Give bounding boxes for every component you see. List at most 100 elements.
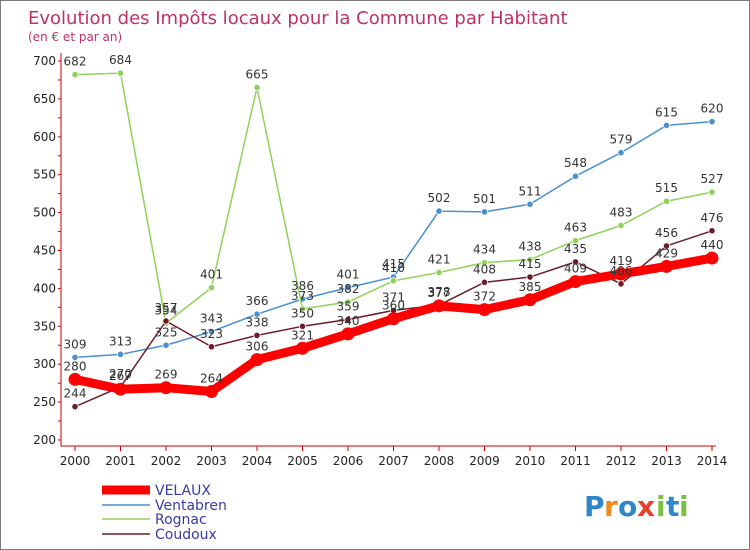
logo-letter: P	[584, 490, 605, 523]
data-label-velaux: 306	[246, 340, 269, 354]
data-label-rognac: 682	[64, 55, 87, 69]
point-coudoux	[162, 317, 170, 325]
logo-letter: t	[666, 490, 679, 523]
logo-letter: i	[656, 490, 666, 523]
point-rognac	[617, 221, 625, 230]
x-tick-label: 2010	[515, 454, 546, 468]
data-label-rognac: 684	[109, 53, 132, 67]
point-velaux	[68, 372, 82, 386]
point-ventabren	[480, 208, 489, 216]
y-tick-label: 250	[33, 395, 56, 409]
series-lines	[68, 69, 719, 411]
data-label-coudoux: 406	[610, 264, 633, 278]
data-label-rognac: 421	[428, 252, 451, 266]
data-label-coudoux: 456	[655, 226, 678, 240]
data-label-ventabren: 620	[701, 102, 724, 116]
x-tick-label: 2004	[242, 454, 273, 468]
legend-label-rognac: Rognac	[155, 512, 207, 528]
logo-letter: x	[637, 490, 655, 523]
data-label-coudoux: 357	[155, 301, 178, 315]
point-rognac	[571, 237, 580, 245]
point-coudoux	[344, 315, 352, 324]
data-label-rognac: 382	[337, 282, 360, 296]
y-tick-label: 500	[33, 206, 56, 220]
logo-letter: r	[604, 490, 618, 523]
x-tick-label: 2008	[424, 454, 455, 468]
data-label-coudoux: 415	[519, 257, 542, 271]
point-ventabren	[162, 341, 170, 349]
data-label-velaux: 267	[109, 369, 132, 383]
data-label-rognac: 515	[655, 181, 678, 195]
data-label-ventabren: 502	[428, 191, 451, 205]
y-tick-label: 300	[33, 357, 56, 371]
point-rognac	[253, 83, 261, 92]
data-label-velaux: 419	[610, 254, 633, 268]
point-rognac	[480, 259, 489, 267]
point-ventabren	[207, 328, 216, 336]
point-coudoux	[298, 322, 307, 330]
point-ventabren	[617, 149, 625, 157]
point-ventabren	[571, 172, 580, 180]
point-coudoux	[480, 278, 489, 286]
point-velaux	[478, 303, 491, 317]
point-rognac	[526, 255, 534, 264]
point-velaux	[569, 275, 582, 289]
point-velaux	[705, 251, 719, 265]
point-velaux	[114, 382, 127, 396]
data-label-ventabren: 415	[382, 257, 405, 271]
data-label-coudoux: 435	[564, 242, 587, 256]
y-tick-label: 200	[33, 433, 56, 447]
point-rognac	[708, 188, 716, 196]
data-label-coudoux: 323	[200, 327, 223, 341]
data-label-rognac: 434	[473, 243, 496, 257]
data-label-rognac: 401	[200, 268, 223, 282]
data-label-rognac: 438	[519, 240, 542, 254]
data-label-ventabren: 313	[109, 334, 132, 348]
data-label-ventabren: 325	[155, 325, 178, 339]
point-coudoux	[708, 227, 716, 235]
point-ventabren	[253, 310, 261, 318]
data-label-velaux: 269	[155, 368, 178, 382]
point-velaux	[205, 384, 218, 398]
point-rognac	[298, 305, 307, 313]
data-label-coudoux: 350	[291, 306, 314, 320]
x-tick-label: 2003	[196, 454, 227, 468]
logo-letter: i	[679, 490, 689, 523]
data-label-rognac: 665	[246, 68, 269, 82]
data-label-rognac: 373	[291, 289, 314, 303]
data-label-velaux: 429	[655, 246, 678, 260]
data-label-rognac: 463	[564, 221, 587, 235]
point-ventabren	[71, 353, 79, 361]
data-label-velaux: 340	[337, 314, 360, 328]
data-label-velaux: 372	[473, 290, 496, 304]
x-tick-label: 2009	[469, 454, 500, 468]
y-tick-label: 400	[33, 281, 56, 295]
x-tick-label: 2013	[651, 454, 682, 468]
x-tick-label: 2002	[151, 454, 182, 468]
data-labels: 309 313 325 343 366 386 401 415 502 501 511 548 579 6…	[64, 53, 724, 401]
data-label-ventabren: 366	[246, 294, 269, 308]
data-label-rognac: 354	[155, 303, 178, 317]
point-coudoux	[207, 343, 216, 351]
x-tick-label: 2014	[697, 454, 728, 468]
point-velaux	[159, 381, 173, 395]
point-velaux	[387, 312, 400, 326]
y-tick-label: 350	[33, 319, 56, 333]
data-label-ventabren: 401	[337, 268, 360, 282]
y-tick-label: 650	[33, 92, 56, 106]
point-rognac	[71, 71, 79, 79]
point-coudoux	[571, 258, 580, 266]
data-label-ventabren: 579	[610, 133, 633, 147]
data-label-coudoux: 378	[428, 285, 451, 299]
chart-subtitle: (en € et par an)	[28, 30, 122, 44]
point-velaux	[523, 293, 537, 307]
point-rognac	[344, 298, 352, 306]
data-label-ventabren: 511	[519, 184, 542, 198]
data-label-velaux: 321	[291, 328, 314, 342]
point-ventabren	[708, 118, 716, 126]
point-velaux	[614, 267, 628, 281]
point-ventabren	[662, 121, 671, 130]
point-rognac	[389, 277, 398, 285]
